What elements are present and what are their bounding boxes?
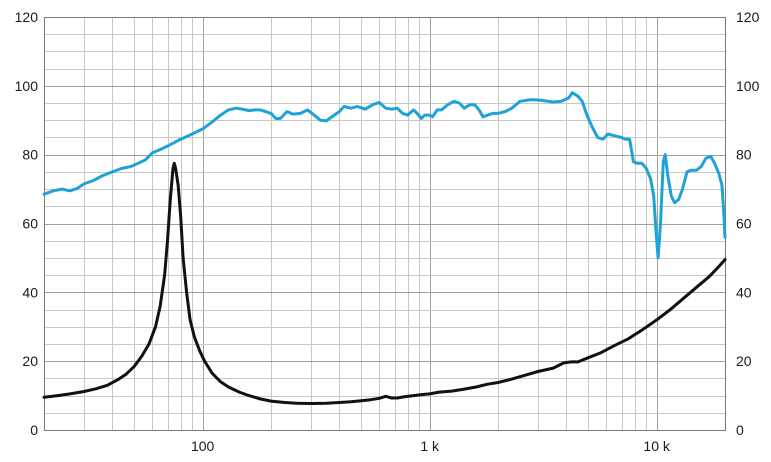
- y-axis-right: 0 20 40 60 80 100 120: [736, 9, 760, 438]
- y-tick-label-left: 80: [22, 147, 38, 163]
- y-tick-label-left: 120: [15, 9, 39, 25]
- y-tick-label-left: 60: [22, 216, 38, 232]
- y-tick-label-right: 40: [736, 284, 752, 300]
- y-tick-label-right: 80: [736, 147, 752, 163]
- y-axis-left: 0 20 40 60 80 100 120: [15, 9, 39, 438]
- y-tick-label-left: 0: [30, 422, 38, 438]
- y-tick-label-left: 100: [15, 78, 39, 94]
- y-tick-label-right: 100: [736, 78, 760, 94]
- y-tick-label-right: 60: [736, 216, 752, 232]
- y-tick-label-left: 40: [22, 284, 38, 300]
- y-tick-label-right: 120: [736, 9, 760, 25]
- x-axis: 100 1 k 10 k: [191, 438, 671, 454]
- x-tick-label: 100: [191, 438, 215, 454]
- y-tick-label-right: 20: [736, 353, 752, 369]
- grid: [44, 17, 725, 430]
- y-tick-label-right: 0: [736, 422, 744, 438]
- x-tick-label: 1 k: [420, 438, 440, 454]
- series-line-1: [42, 91, 727, 260]
- series-line-2: [42, 161, 727, 405]
- x-tick-label: 10 k: [643, 438, 670, 454]
- series-layer: [42, 91, 727, 405]
- y-tick-label-left: 20: [22, 353, 38, 369]
